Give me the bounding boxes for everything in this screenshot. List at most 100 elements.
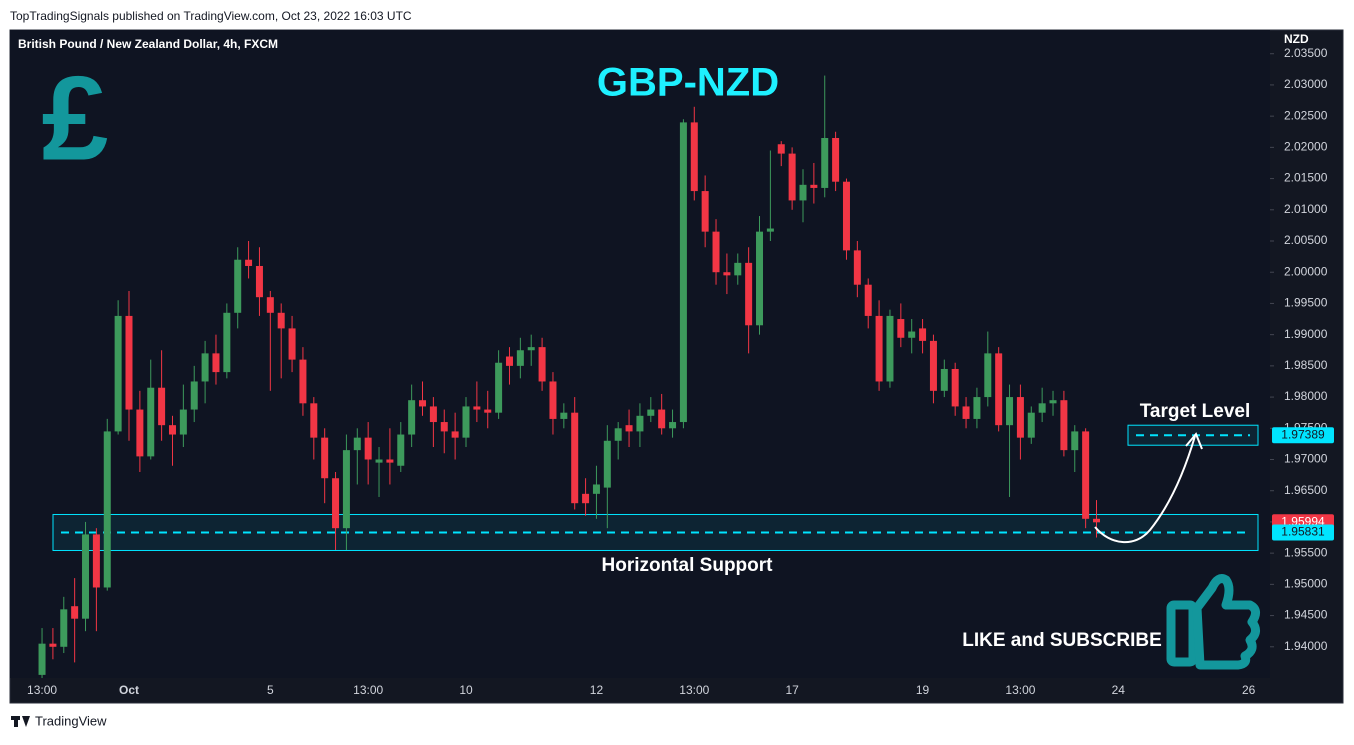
candle-body [984,353,992,398]
candle-body [473,406,481,410]
candle-body [386,459,394,463]
candle-body [766,228,774,232]
candle-body [560,412,568,419]
candle-body [266,297,274,313]
candle-body [853,250,861,285]
candle-body [451,431,459,438]
candle-body [201,353,209,382]
target-annotation: Target Level [1140,401,1251,422]
candle-body [82,534,90,619]
candle-body [614,428,622,441]
x-tick-label: 12 [590,683,604,697]
candle-body [973,397,981,419]
candle-body [951,368,959,407]
candle-body [886,315,894,382]
candle-body [690,122,698,192]
candle-body [516,350,524,366]
candle-body [212,353,220,373]
candle-body [929,340,937,391]
candle-body [908,331,916,338]
x-tick-label: 13:00 [1005,683,1035,697]
candle-body [723,272,731,276]
candle-body [745,262,753,326]
candle-body [712,231,720,273]
arrow [1094,435,1196,544]
candle-body [255,265,263,298]
candle-body [679,122,687,423]
candle-body [1038,403,1046,413]
candle-body [168,425,176,435]
candle-body [592,484,600,494]
candle-body [71,606,79,619]
candle-body [625,425,633,432]
plot-area [10,30,1270,678]
candle-body [603,440,611,488]
candle-body [92,534,100,588]
x-tick-label: 24 [1112,683,1126,697]
candle-body [288,328,296,360]
candle-body [636,415,644,432]
y-tick-label: 2.03500 [1284,46,1328,60]
candle-body [495,362,503,413]
price-tag-label: 1.97389 [1281,427,1325,441]
candle-body [571,412,579,504]
candle-body [429,406,437,423]
candle-body [114,315,122,432]
candle-body [277,312,285,329]
candle-body [321,437,329,479]
candle-body [310,403,318,438]
x-tick-label: 17 [785,683,799,697]
candle-body [408,400,416,435]
y-tick-label: 1.98000 [1284,389,1328,403]
candle-body [799,184,807,201]
candle-body [484,409,492,413]
candle-body [832,138,840,182]
candle-body [875,315,883,382]
arrow-head [1185,432,1203,450]
y-tick-label: 2.01500 [1284,171,1328,185]
y-tick-label: 2.00500 [1284,233,1328,247]
price-tag-label: 1.95831 [1281,525,1325,539]
candle-body [962,406,970,419]
y-tick-label: 1.94500 [1284,608,1328,622]
plot: 1.940001.945001.950001.955001.960001.965… [27,46,1334,697]
y-tick-label: 1.97000 [1284,452,1328,466]
y-tick-label: 2.01000 [1284,202,1328,216]
candle-body [582,493,590,504]
candle-body [1027,412,1035,438]
candle-body [1060,400,1068,451]
candle-body [397,434,405,466]
candle-body [332,478,340,529]
candle-body [527,347,535,351]
candle-body [147,387,155,457]
header: TopTradingSignals published on TradingVi… [10,9,412,23]
candle-body [234,259,242,313]
y-tick-label: 2.02000 [1284,140,1328,154]
candle-body [810,184,818,188]
y-tick-label: 1.95000 [1284,577,1328,591]
candle-body [1006,397,1014,426]
candle-body [505,356,513,366]
x-tick-label: 13:00 [353,683,383,697]
x-tick-label: 5 [267,683,274,697]
candle-body [701,191,709,232]
y-tick-label: 1.96500 [1284,483,1328,497]
candle-body [245,259,253,266]
candle-body [125,315,133,410]
candle-body [136,409,144,457]
footer: TradingView [35,713,107,728]
x-tick-label: 19 [916,683,930,697]
candle-body [103,431,111,588]
candle-body [342,450,350,529]
symbol: British Pound / New Zealand Dollar, 4h, … [18,37,278,51]
candle-body [375,459,383,463]
candle-body [756,231,764,326]
candle-body [419,400,427,407]
candle-body [440,422,448,432]
candle-body [60,609,68,647]
candle-body [179,409,187,435]
chart-title: GBP-NZD [597,61,779,105]
candle-body [1049,400,1057,404]
candle-body [897,319,905,338]
